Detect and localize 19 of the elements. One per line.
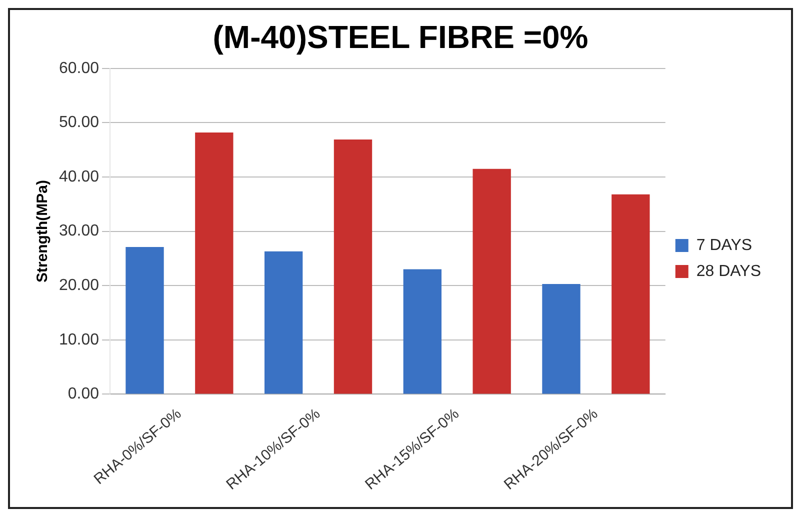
chart-title: (M-40)STEEL FIBRE =0% (212, 19, 588, 56)
legend-label: 28 DAYS (696, 262, 761, 280)
y-tick-label: 30.00 (58, 222, 100, 240)
y-axis-title: Strength(MPa) (34, 180, 52, 283)
bar (195, 132, 234, 394)
bar (334, 140, 372, 394)
y-tick-label: 0.00 (68, 386, 100, 403)
bar (264, 251, 303, 394)
bar (542, 284, 580, 394)
y-tick-label: 50.00 (58, 114, 100, 132)
bar (472, 168, 511, 394)
legend-label: 7 DAYS (696, 236, 752, 254)
bar (403, 269, 442, 394)
y-tick-label: 10.00 (58, 331, 100, 348)
y-tick-label: 40.00 (58, 168, 100, 186)
y-tick-label: 20.00 (58, 277, 100, 294)
bar (126, 247, 164, 394)
y-tick-label: 60.00 (58, 60, 100, 77)
bar (612, 194, 650, 394)
